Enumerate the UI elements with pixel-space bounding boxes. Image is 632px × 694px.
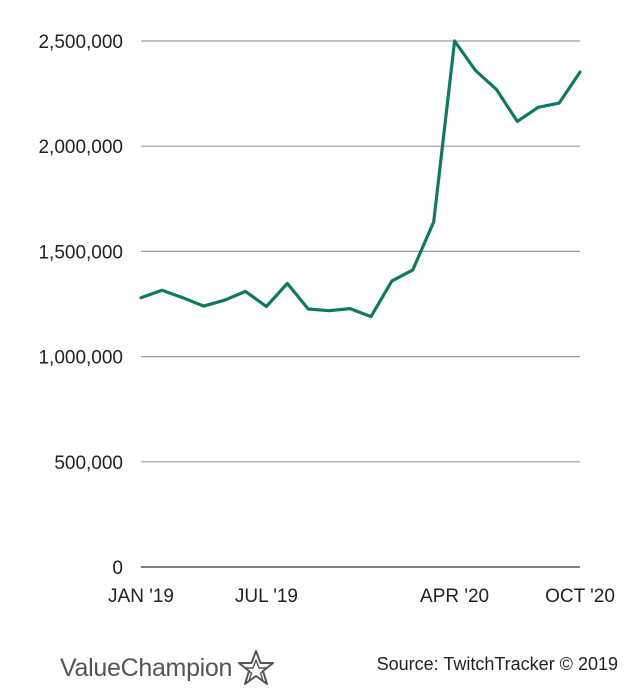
source-credit: Source: TwitchTracker © 2019 xyxy=(376,654,618,674)
series-layer xyxy=(139,39,582,319)
brand-name: ValueChampion xyxy=(60,653,233,682)
y-axis-ticks: 0 500,000 1,000,000 1,500,000 2,000,000 2,500… xyxy=(38,32,123,579)
y-tick-label: 1,000,000 xyxy=(38,348,123,369)
series-line xyxy=(139,39,582,319)
x-axis-ticks: JAN '19 JUL '19 APR '20 OCT '20 xyxy=(108,586,615,607)
y-tick-label: 2,000,000 xyxy=(38,137,123,158)
y-tick-label: 2,500,000 xyxy=(38,32,123,53)
x-tick-label: OCT '20 xyxy=(545,586,615,607)
brand-logo: ValueChampion xyxy=(60,648,276,688)
y-tick-label: 500,000 xyxy=(54,453,123,474)
grid-layer xyxy=(141,40,580,568)
y-tick-label: 1,500,000 xyxy=(38,242,123,263)
x-tick-label: APR '20 xyxy=(420,586,489,607)
x-tick-label: JUL '19 xyxy=(235,586,298,607)
footer: ValueChampion Source: TwitchTracker © 20… xyxy=(0,634,632,694)
line-chart: 0 500,000 1,000,000 1,500,000 2,000,000 2,500… xyxy=(38,32,615,607)
star-icon xyxy=(238,650,275,685)
y-tick-label: 0 xyxy=(112,558,123,579)
x-tick-label: JAN '19 xyxy=(108,586,174,607)
